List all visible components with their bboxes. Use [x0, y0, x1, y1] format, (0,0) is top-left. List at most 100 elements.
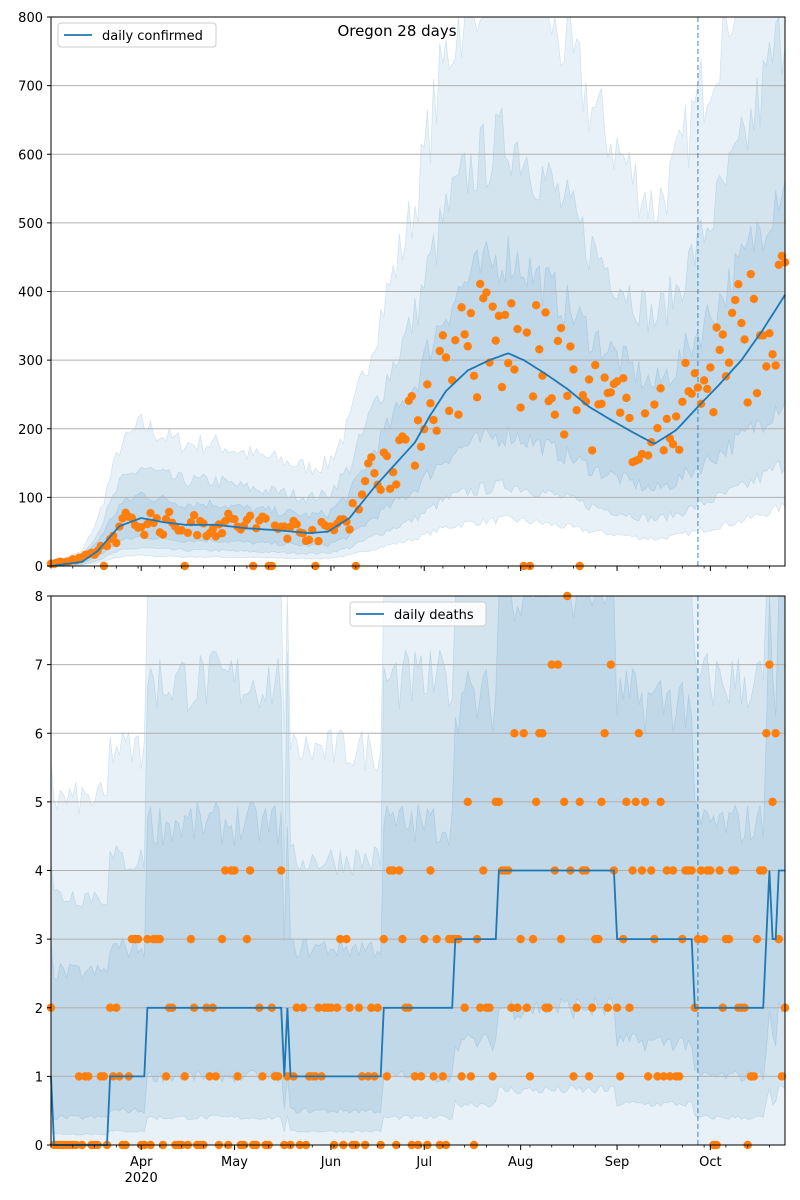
observed-point: [280, 522, 289, 531]
observed-point: [637, 866, 647, 875]
observed-point: [491, 336, 500, 345]
observed-point: [631, 797, 640, 807]
observed-point: [681, 358, 690, 368]
y-tick-label-4: 4: [35, 865, 43, 880]
observed-point: [398, 934, 407, 944]
observed-point: [438, 331, 448, 340]
observed-point: [659, 1072, 668, 1081]
observed-point: [640, 797, 650, 807]
observed-point: [354, 1003, 364, 1012]
observed-point: [724, 934, 734, 944]
observed-point: [525, 1072, 535, 1081]
observed-point: [379, 934, 388, 944]
x-tick-label-jul: Jul: [415, 1155, 432, 1170]
chart-title: Oregon 28 days: [337, 22, 456, 40]
y-tick-label-6: 6: [35, 727, 43, 742]
observed-point: [332, 1003, 342, 1012]
observed-point: [233, 1072, 242, 1081]
observed-point: [494, 797, 504, 807]
observed-point: [74, 1072, 84, 1081]
observed-point: [429, 1072, 438, 1081]
observed-point: [497, 382, 507, 392]
observed-point: [693, 934, 703, 944]
observed-point: [463, 797, 472, 807]
observed-point: [706, 363, 715, 372]
observed-point: [734, 279, 743, 289]
legend-box: [349, 601, 487, 627]
observed-point: [429, 415, 438, 425]
confirmed-y-axis: 0 100 200 300 400 500 600 700 800: [18, 11, 51, 575]
observed-point: [102, 542, 112, 551]
observed-point: [345, 525, 354, 534]
observed-point: [715, 345, 724, 355]
observed-point: [762, 729, 771, 738]
observed-point: [192, 530, 202, 540]
observed-point: [211, 1072, 221, 1081]
observed-point: [507, 299, 516, 308]
observed-point: [292, 1003, 301, 1012]
observed-point: [650, 400, 659, 409]
observed-point: [628, 866, 637, 875]
observed-point: [569, 1072, 578, 1081]
observed-point: [485, 1003, 494, 1012]
x-tick-label-jun: Jun: [320, 1155, 341, 1170]
observed-point: [367, 1003, 376, 1012]
observed-point: [273, 1072, 283, 1081]
observed-point: [245, 511, 255, 520]
y-tick-label-1: 1: [35, 1070, 43, 1085]
observed-point: [432, 934, 441, 944]
observed-point: [619, 373, 628, 383]
observed-point: [612, 377, 622, 386]
observed-point: [690, 369, 700, 378]
observed-point: [423, 380, 432, 389]
observed-point: [395, 866, 404, 875]
observed-point: [675, 1072, 684, 1081]
observed-point: [578, 390, 588, 400]
confirmed-panel: 0 100 200 300 400 500 600 700 800 Oregon 28 days…: [18, 11, 790, 575]
observed-point: [392, 480, 401, 489]
x-tick-year-label: 2020: [125, 1171, 158, 1186]
observed-point: [687, 389, 696, 398]
observed-point: [640, 409, 650, 418]
observed-point: [476, 1003, 485, 1012]
observed-point: [752, 388, 762, 398]
observed-point: [662, 414, 672, 424]
observed-point: [709, 407, 718, 417]
observed-point: [727, 308, 737, 318]
observed-point: [746, 269, 755, 279]
observed-point: [136, 522, 146, 532]
observed-point: [615, 408, 625, 417]
y-tick-label-400: 400: [18, 286, 43, 301]
observed-point: [600, 373, 609, 382]
observed-point: [703, 384, 712, 394]
observed-point: [765, 660, 774, 669]
observed-point: [553, 336, 563, 346]
observed-point: [693, 383, 703, 392]
observed-point: [634, 729, 644, 738]
observed-point: [671, 412, 681, 421]
observed-point: [541, 308, 550, 317]
observed-point: [587, 1003, 597, 1012]
observed-point: [510, 729, 519, 738]
observed-point: [146, 508, 155, 518]
observed-point: [242, 934, 252, 944]
observed-point: [519, 729, 528, 738]
observed-point: [354, 505, 364, 514]
observed-point: [314, 536, 323, 546]
observed-point: [587, 446, 597, 455]
observed-point: [211, 532, 221, 541]
observed-point: [161, 1072, 171, 1081]
observed-point: [743, 398, 752, 407]
observed-point: [342, 934, 351, 944]
observed-point: [699, 934, 709, 944]
observed-point: [161, 514, 171, 524]
observed-point: [575, 797, 584, 807]
observed-point: [603, 1003, 612, 1012]
x-tick-label-sep: Sep: [605, 1155, 630, 1170]
observed-point: [444, 406, 454, 416]
observed-point: [245, 866, 255, 875]
observed-point: [348, 499, 357, 508]
observed-point: [737, 318, 746, 328]
observed-point: [547, 660, 556, 669]
